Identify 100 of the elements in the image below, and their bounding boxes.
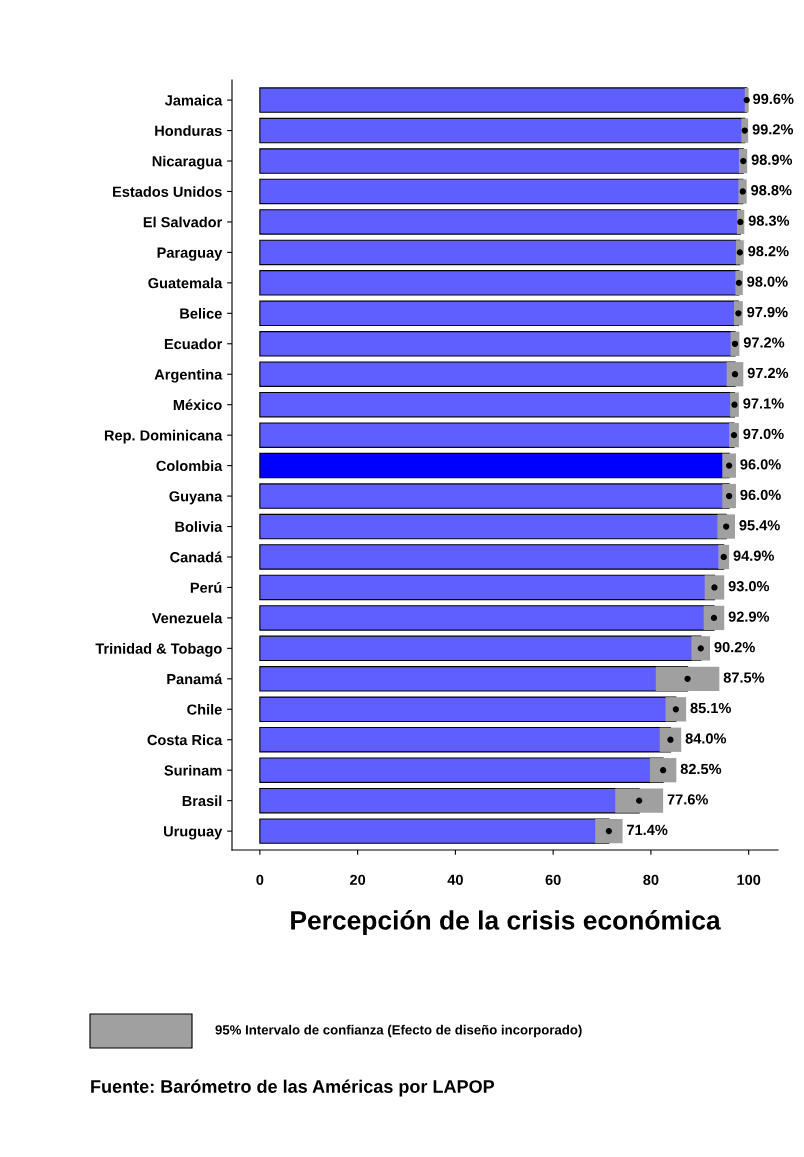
y-tick-label: Perú [190,582,222,593]
point [723,523,730,530]
point [725,492,733,500]
y-tick-label: Guatemala [148,277,223,289]
y-tick-label: Brasil [182,795,222,807]
point [731,371,739,378]
y-tick-label: Paraguay [157,247,223,261]
source-note: Fuente: Barómetro de las Américas por LAPOP [91,1079,495,1097]
point [737,218,744,226]
bar [259,361,736,387]
point [667,736,674,743]
data-label: 94.9% [733,550,774,561]
x-tick-label: 80 [643,874,659,886]
y-tick-label: El Salvador [143,216,223,228]
point [740,157,747,165]
point [731,401,738,408]
point [735,310,742,317]
x-tick-label: 40 [447,874,463,886]
y-tick-label: México [173,399,222,411]
y-tick-label: Rep. Dominicana [104,429,223,444]
point [636,797,643,804]
point [735,279,743,286]
bar [259,544,725,570]
bar [259,696,677,723]
bar [259,148,744,174]
data-label: 97.2% [747,367,789,379]
data-label: 98.8% [751,185,792,196]
x-tick-label: 0 [256,874,264,886]
data-label: 97.9% [747,306,788,318]
point [739,188,746,195]
data-label: 96.0% [740,489,781,500]
data-label: 93.0% [728,581,770,592]
data-label: 99.6% [753,93,794,105]
y-tick-label: Belice [180,308,222,319]
y-tick-label: Panamá [167,673,223,685]
point [660,767,667,774]
bar [259,331,736,357]
data-label: 95.4% [739,520,780,531]
y-tick-label: Surinam [164,764,222,776]
y-tick-label: Jamaica [164,94,223,106]
y-tick-label: Nicaragua [152,155,223,170]
bar [259,270,740,296]
point [672,706,679,713]
data-label: 82.5% [680,763,722,775]
y-tick-label: Uruguay [164,826,223,840]
data-label: 92.9% [728,611,770,622]
point [605,827,612,835]
bar [259,300,739,327]
point [710,614,718,622]
point [725,462,733,469]
point [731,340,739,347]
y-tick-label: Honduras [155,125,222,136]
point [743,96,750,104]
bar [259,787,640,814]
point [730,432,738,439]
y-tick-label: Guyana [169,491,223,505]
point [697,645,704,652]
y-tick-label: Chile [187,704,222,715]
text: 95% Intervalo de confianza (Efecto de diseño incorporado) [215,1024,582,1038]
data-label: 90.2% [714,641,755,653]
bar [259,391,736,418]
data-label: 84.0% [685,733,727,744]
data-label: 77.6% [667,794,709,805]
y-tick-label: Argentina [154,368,223,383]
data-label: 98.0% [747,276,788,287]
bar [259,422,735,448]
point [720,553,727,561]
data-label: 96.0% [740,459,781,470]
bar [259,605,715,631]
data-label: 71.4% [627,824,668,835]
data-label: 85.1% [690,702,731,714]
y-tick-label: Costa Rica [147,734,223,746]
bar [259,666,689,692]
data-label: 97.0% [743,428,784,440]
x-tick-label: 60 [545,874,561,886]
point [741,127,748,134]
x-axis-title: Percepción de la crisis económica [291,910,721,935]
bar [259,483,730,509]
y-tick-label: Canadá [170,551,223,563]
data-label: 97.2% [743,337,785,348]
y-tick-label: Bolivia [175,521,223,532]
data-label: 99.2% [752,124,794,135]
data-label: 98.3% [748,215,790,226]
data-label: 87.5% [723,672,765,683]
point [736,249,743,256]
bar [259,87,748,113]
bar [259,209,741,235]
data-label: 98.9% [751,154,793,165]
point [711,584,718,591]
bar [259,727,672,753]
x-tick-label: 100 [737,874,761,886]
data-label: 98.2% [748,245,789,257]
bar [259,818,610,844]
y-tick-label: Colombia [156,460,223,472]
y-tick-label: Ecuador [164,338,223,350]
x-tick-label: 20 [350,874,366,886]
data-label: 97.1% [743,398,784,409]
y-tick-label: Trinidad & Tobago [95,643,222,657]
bar [259,757,664,783]
y-tick-label: Venezuela [151,612,223,624]
